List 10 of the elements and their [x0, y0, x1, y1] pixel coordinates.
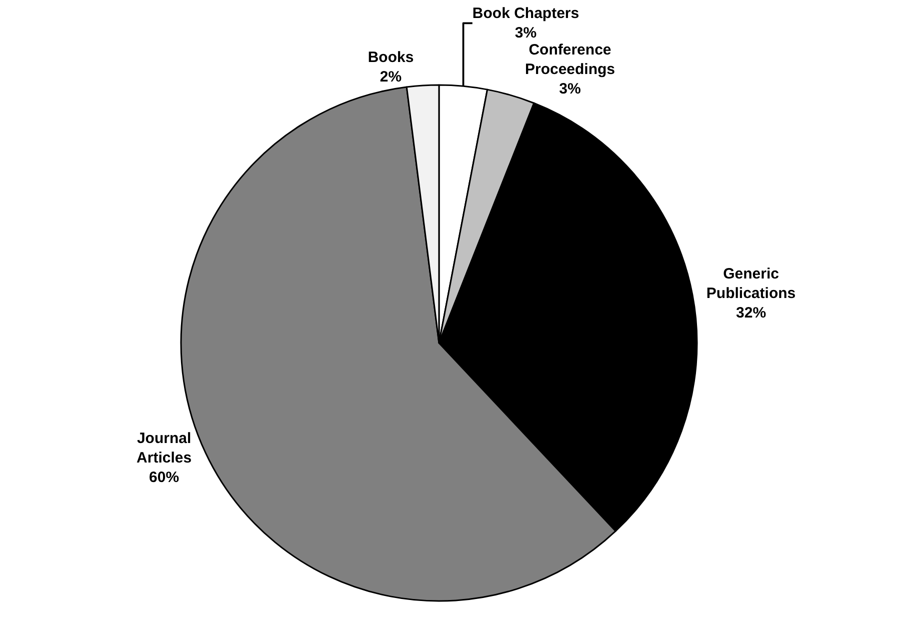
data-label: 3% [559, 80, 581, 98]
data-label: 60% [149, 468, 180, 486]
data-label: 3% [514, 24, 537, 42]
data-label: 2% [380, 68, 402, 86]
slice-label: Generic Publications [706, 266, 796, 302]
slice-label: Books [368, 49, 414, 66]
slice-label: Conference Proceedings [524, 41, 616, 78]
data-label: 32% [736, 304, 766, 322]
slice-label: Journal Articles [136, 430, 192, 466]
slice-label: Book Chapters [472, 4, 580, 22]
